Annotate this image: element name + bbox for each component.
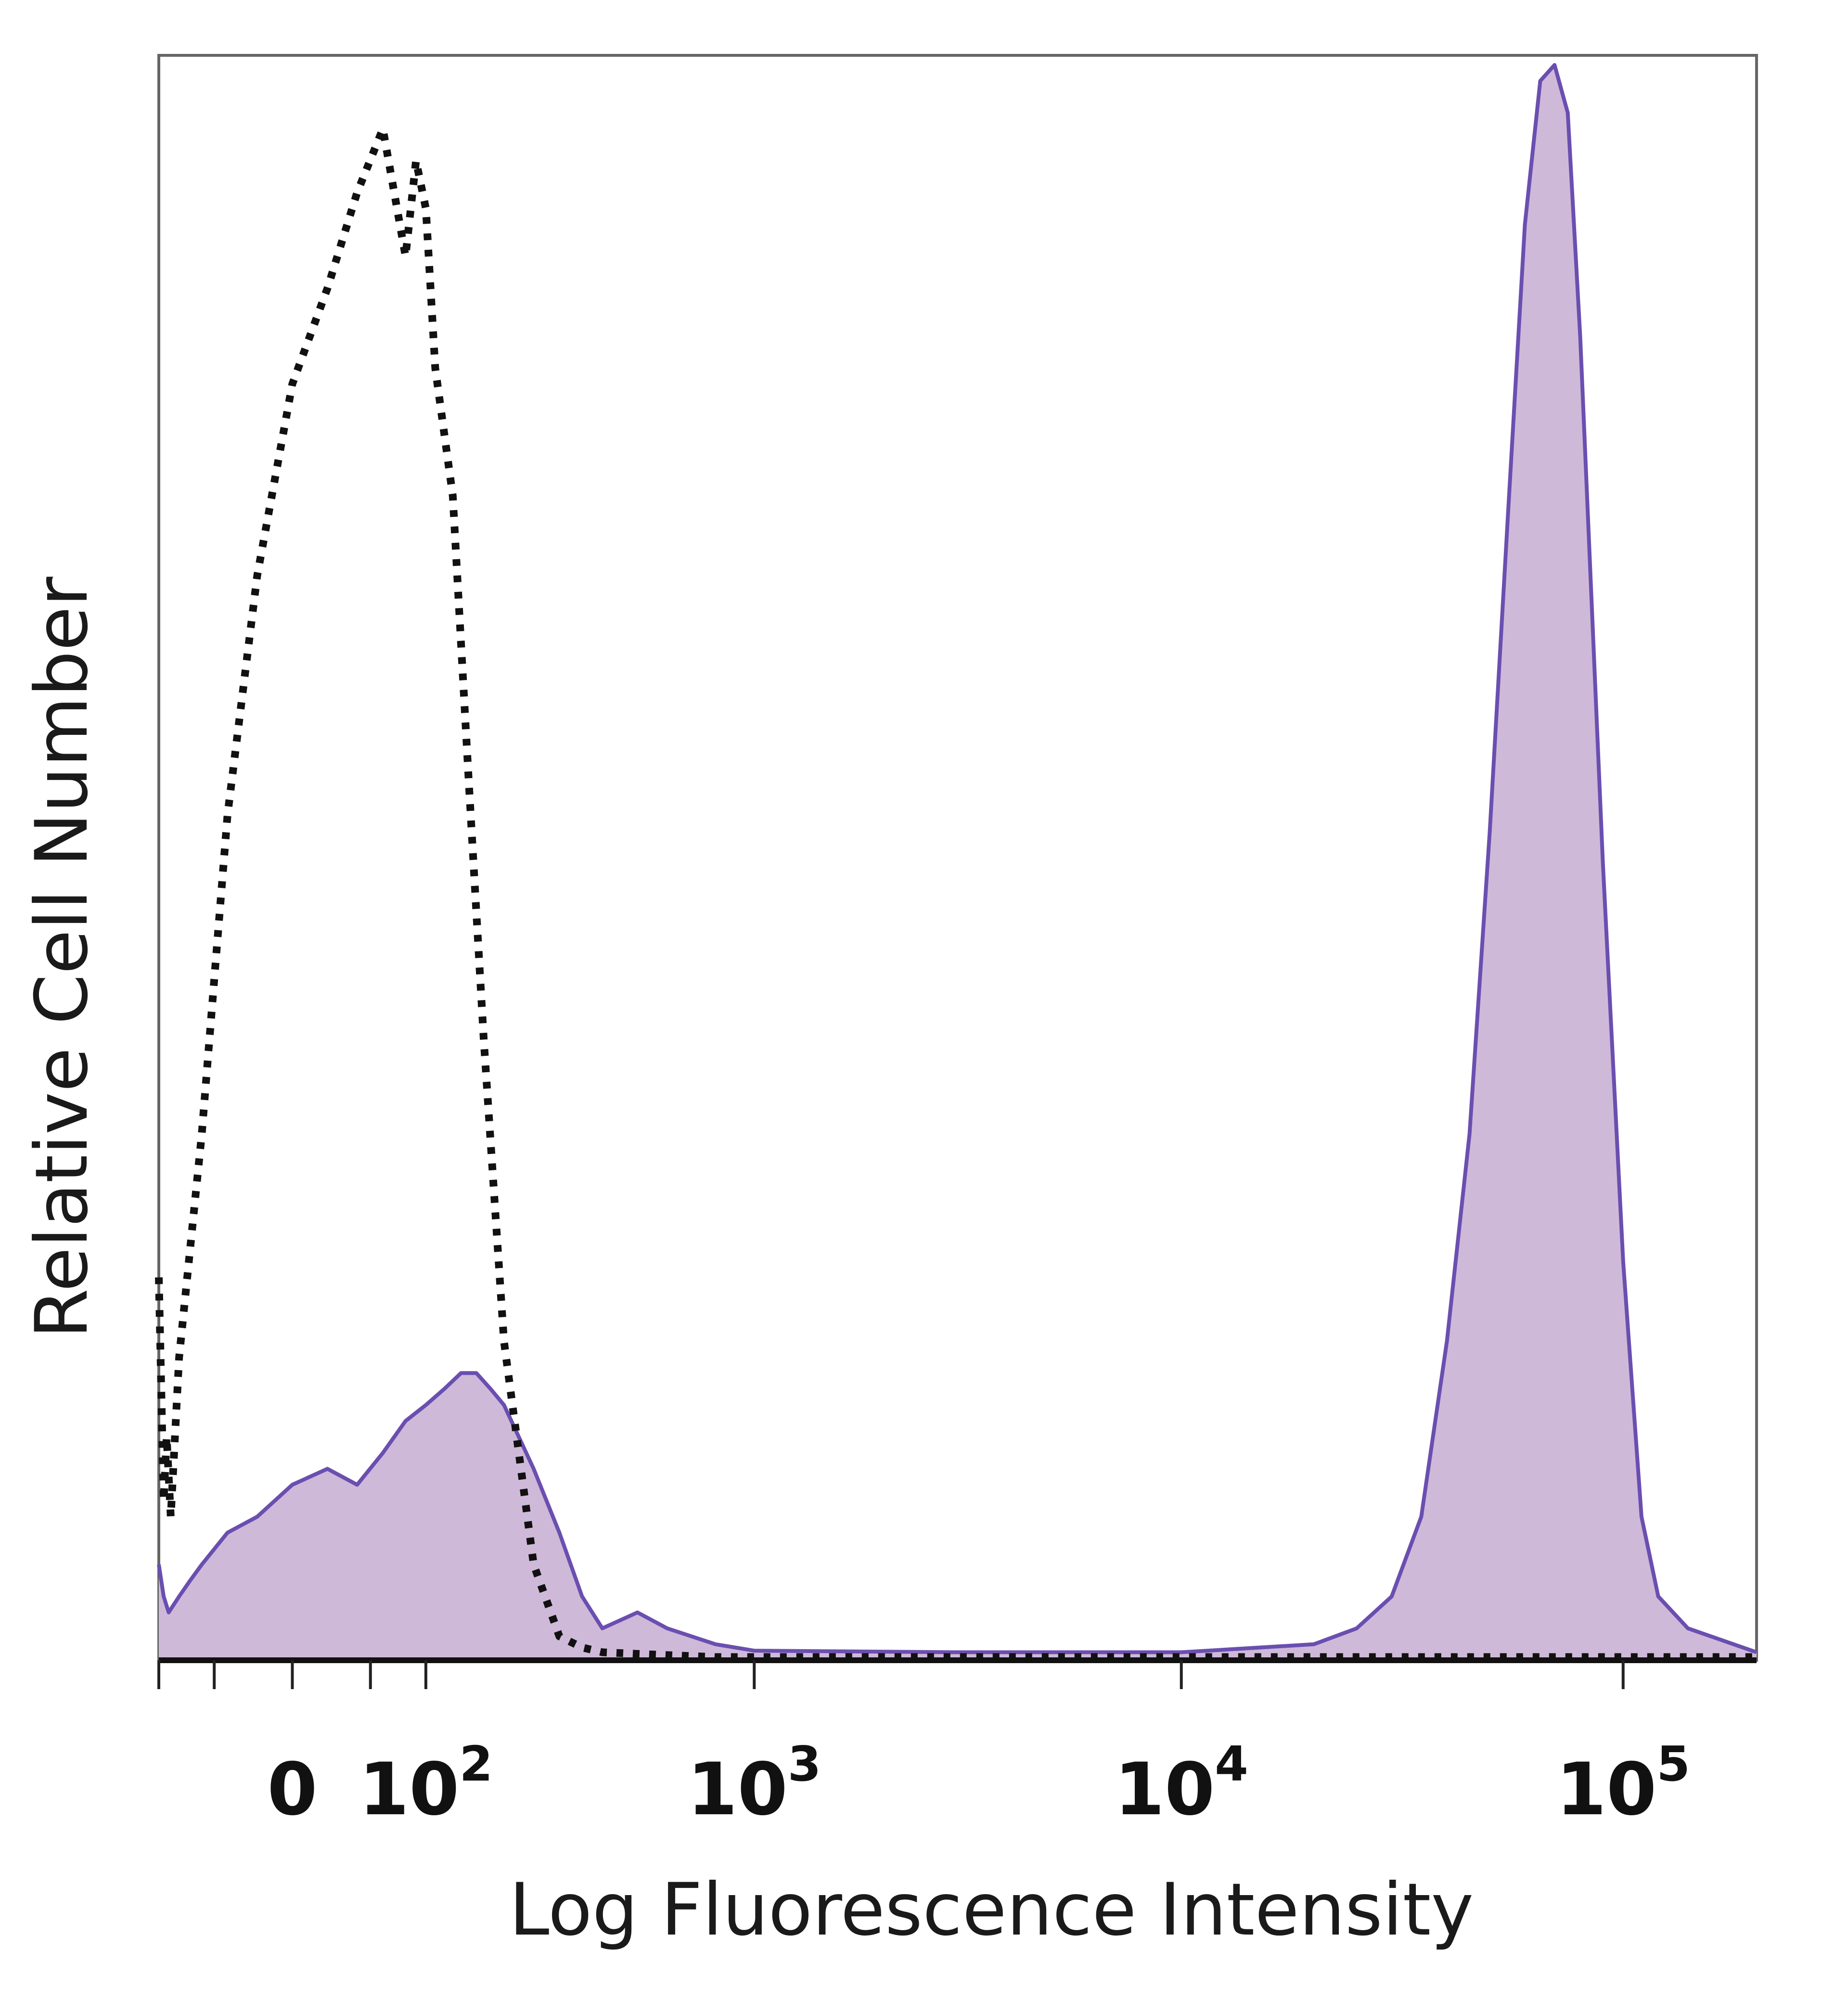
series-layer <box>155 63 1758 1661</box>
y-axis-title: Relative Cell Number <box>20 577 104 1339</box>
x-tick-label: 0 <box>267 1748 317 1832</box>
x-tick-layer: 0 102 103 104 105 <box>157 1660 1690 1832</box>
series-0-line <box>155 125 1757 1661</box>
x-axis-title: Log Fluorescence Intensity <box>509 1868 1474 1952</box>
x-tick-label: 102 <box>359 1736 493 1832</box>
x-tick-label: 103 <box>687 1736 821 1832</box>
x-tick-label: 105 <box>1556 1736 1690 1832</box>
series-1-area <box>159 65 1757 1660</box>
series-1-line <box>157 63 1758 1654</box>
x-tick-label: 104 <box>1115 1736 1248 1832</box>
